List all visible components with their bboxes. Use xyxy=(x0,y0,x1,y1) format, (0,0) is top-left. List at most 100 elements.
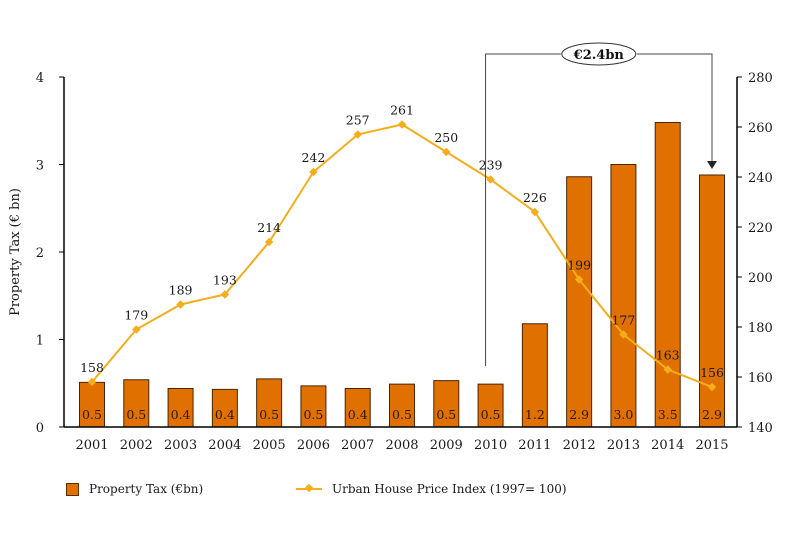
line-label-2015: 156 xyxy=(700,365,724,380)
y-tick-label-right: 160 xyxy=(748,371,773,386)
line-label-2001: 158 xyxy=(80,360,104,375)
y-axis-title: Property Tax (€ bn) xyxy=(8,188,23,316)
x-tick-label: 2014 xyxy=(651,438,684,453)
line-point-2005 xyxy=(264,237,274,247)
bar-series xyxy=(79,122,725,428)
y-tick-label-right: 140 xyxy=(748,421,773,436)
bar-label-2005: 0.5 xyxy=(259,407,279,422)
line-point-2015 xyxy=(707,382,717,392)
annotation-arrow-icon xyxy=(707,161,717,169)
line-label-2002: 179 xyxy=(124,308,148,323)
x-tick-label: 2001 xyxy=(75,438,108,453)
legend-item-property-tax: Property Tax (€bn) xyxy=(66,482,203,496)
line-label-2004: 193 xyxy=(213,273,237,288)
line-label-2005: 214 xyxy=(257,220,281,235)
bar-label-2015: 2.9 xyxy=(702,407,722,422)
bar-label-2006: 0.5 xyxy=(303,407,323,422)
line-label-2010: 239 xyxy=(479,158,503,173)
y-tick-label-right: 180 xyxy=(748,321,773,336)
bar-label-2004: 0.4 xyxy=(215,407,235,422)
bar-label-2011: 1.2 xyxy=(525,407,545,422)
line-legend-marker-icon xyxy=(296,483,322,495)
bar-label-2002: 0.5 xyxy=(126,407,146,422)
line-label-2008: 261 xyxy=(390,103,414,118)
bar-2013 xyxy=(610,164,637,428)
line-point-2002 xyxy=(132,325,141,334)
line-label-2003: 189 xyxy=(169,283,193,298)
line-series xyxy=(87,120,717,392)
bar-label-2009: 0.5 xyxy=(436,407,456,422)
bar-2012 xyxy=(566,176,593,428)
x-tick-label: 2007 xyxy=(341,438,374,453)
line-point-2013 xyxy=(619,330,628,339)
line-label-2012: 199 xyxy=(567,258,591,273)
y-tick-label-right: 260 xyxy=(748,121,773,136)
y-tick-label-left: 0 xyxy=(36,421,44,436)
bar-label-2003: 0.4 xyxy=(171,407,191,422)
x-tick-label: 2006 xyxy=(297,438,330,453)
annotation: €2.4bn xyxy=(485,42,717,366)
y-tick-label-right: 220 xyxy=(748,221,773,236)
line-point-2003 xyxy=(176,300,185,309)
axes: 0 1 2 3 4 140 160 180 200 220 240 260 280 2001 2002 200… xyxy=(36,71,773,453)
line-point-2012 xyxy=(574,275,584,284)
line-point-2001 xyxy=(87,377,97,387)
y-tick-label-right: 240 xyxy=(748,171,773,186)
y-tick-label-right: 280 xyxy=(748,71,773,86)
legend-label-house-price-index: Urban House Price Index (1997= 100) xyxy=(332,482,567,496)
line-label-2011: 226 xyxy=(523,190,547,205)
annotation-bracket-left xyxy=(485,53,561,366)
y-tick-label-left: 2 xyxy=(36,246,44,261)
line-label-2007: 257 xyxy=(346,113,370,128)
bar-2001 xyxy=(79,381,105,428)
y-tick-label-left: 1 xyxy=(36,334,44,349)
line-point-2007 xyxy=(353,130,362,139)
x-tick-label: 2015 xyxy=(695,438,728,453)
x-tick-label: 2004 xyxy=(208,438,241,453)
bar-label-2007: 0.4 xyxy=(348,407,368,422)
bar-2008 xyxy=(389,383,415,428)
bar-label-2014: 3.5 xyxy=(658,407,678,422)
x-tick-label: 2010 xyxy=(474,438,507,453)
line-point-2006 xyxy=(309,167,318,177)
x-tick-label: 2011 xyxy=(518,438,551,453)
bar-2011 xyxy=(521,323,548,428)
annotation-bracket-right xyxy=(636,53,713,163)
line-point-2014 xyxy=(663,365,672,374)
y-tick-label-right: 200 xyxy=(748,271,773,286)
line-label-2014: 163 xyxy=(656,348,680,363)
bar-value-labels: 0.5 0.5 0.4 0.4 0.5 0.5 0.4 0.5 0.5 0.5 1.2 2.9 3.0 3… xyxy=(82,407,722,422)
legend-label-property-tax: Property Tax (€bn) xyxy=(89,482,204,496)
bar-label-2013: 3.0 xyxy=(613,407,633,422)
y-tick-label-left: 4 xyxy=(36,71,44,86)
line-value-labels: 158 179 189 193 214 242 257 261 250 239 226 199 177 1… xyxy=(80,103,724,381)
bar-2004 xyxy=(211,388,238,428)
line-point-2008 xyxy=(397,120,407,129)
x-tick-label: 2008 xyxy=(385,438,418,453)
bar-label-2012: 2.9 xyxy=(569,407,589,422)
y-tick-label-left: 3 xyxy=(36,159,44,174)
line-label-2006: 242 xyxy=(301,150,325,165)
annotation-label: €2.4bn xyxy=(573,48,625,63)
bar-2006 xyxy=(300,385,327,428)
bar-2010 xyxy=(477,383,504,428)
bar-label-2001: 0.5 xyxy=(82,407,102,422)
bar-label-2008: 0.5 xyxy=(392,407,412,422)
bar-label-2010: 0.5 xyxy=(481,407,501,422)
legend-item-house-price-index: Urban House Price Index (1997= 100) xyxy=(296,482,567,496)
x-tick-label: 2013 xyxy=(607,438,640,453)
bar-2002 xyxy=(123,379,150,428)
x-tick-label: 2005 xyxy=(253,438,286,453)
bar-legend-swatch-icon xyxy=(66,482,79,496)
annotation-oval xyxy=(561,42,637,66)
x-tick-label: 2009 xyxy=(430,438,463,453)
line-label-2013: 177 xyxy=(611,313,635,328)
line-point-2010 xyxy=(486,175,495,184)
x-tick-label: 2012 xyxy=(563,438,596,453)
line-label-2009: 250 xyxy=(434,130,458,145)
bar-2014 xyxy=(654,122,681,428)
line-point-2009 xyxy=(442,147,451,157)
x-tick-label: 2002 xyxy=(120,438,153,453)
line-point-2004 xyxy=(220,290,230,299)
